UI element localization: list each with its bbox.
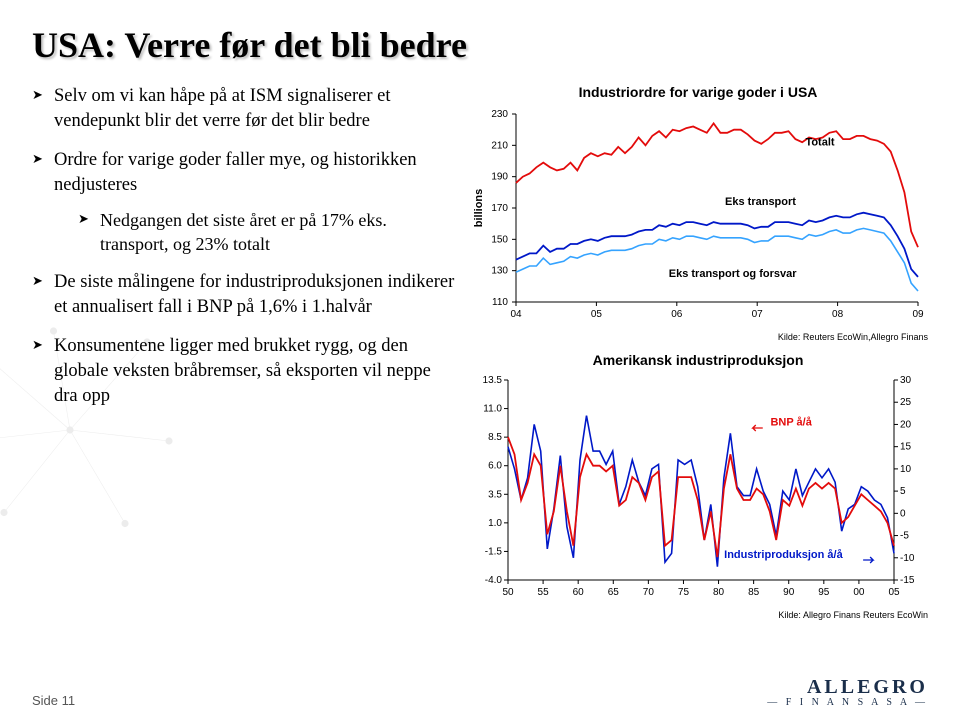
footer: Side 11 ALLEGRO — F I N A N S A S A —	[32, 676, 928, 708]
svg-text:230: 230	[491, 109, 508, 120]
chart1-source: Kilde: Reuters EcoWin,Allegro Finans	[468, 332, 928, 342]
svg-text:10: 10	[900, 464, 912, 475]
svg-text:80: 80	[713, 587, 725, 598]
svg-text:13.5: 13.5	[483, 375, 503, 386]
svg-text:30: 30	[900, 375, 912, 386]
page-number: Side 11	[32, 693, 75, 708]
svg-text:60: 60	[573, 587, 585, 598]
svg-text:110: 110	[492, 297, 508, 308]
svg-text:8.5: 8.5	[488, 432, 502, 443]
svg-text:65: 65	[608, 587, 620, 598]
bullet-item: Konsumentene ligger med brukket rygg, og…	[32, 334, 458, 409]
page-title: USA: Verre før det bli bedre	[32, 24, 928, 66]
svg-text:Eks transport: Eks transport	[725, 196, 796, 208]
svg-text:150: 150	[491, 234, 508, 245]
slide: USA: Verre før det bli bedre Selv om vi …	[0, 0, 960, 720]
svg-text:-5: -5	[900, 531, 909, 542]
logo-sub: — F I N A N S A S A —	[767, 697, 928, 708]
svg-text:-4.0: -4.0	[485, 575, 503, 586]
logo-main: ALLEGRO	[767, 676, 928, 699]
svg-text:09: 09	[912, 309, 924, 320]
svg-text:90: 90	[783, 587, 795, 598]
svg-text:190: 190	[491, 172, 508, 183]
logo: ALLEGRO — F I N A N S A S A —	[767, 676, 928, 708]
svg-text:Eks transport og forsvar: Eks transport og forsvar	[669, 268, 797, 280]
svg-text:Totalt: Totalt	[805, 136, 834, 148]
svg-text:05: 05	[591, 309, 603, 320]
svg-text:130: 130	[491, 266, 508, 277]
svg-text:70: 70	[643, 587, 655, 598]
svg-text:1.0: 1.0	[488, 518, 502, 529]
svg-text:6.0: 6.0	[488, 461, 502, 472]
charts-column: Industriordre for varige goder i USA 110…	[468, 84, 928, 620]
svg-text:0: 0	[900, 508, 906, 519]
bullet-item: Selv om vi kan håpe på at ISM signaliser…	[32, 84, 458, 134]
bullet-item: Ordre for varige goder faller mye, og hi…	[32, 148, 458, 257]
svg-text:billions: billions	[473, 189, 485, 228]
chart1: 110 130 150 170 190 210 230 04 05 06 07 08 09 billion…	[468, 106, 928, 326]
svg-text:15: 15	[900, 442, 912, 453]
svg-text:75: 75	[678, 587, 690, 598]
bullet-text: Ordre for varige goder faller mye, og hi…	[54, 150, 417, 195]
svg-text:-15: -15	[900, 575, 915, 586]
svg-text:5: 5	[900, 486, 906, 497]
svg-text:07: 07	[752, 309, 764, 320]
svg-text:04: 04	[510, 309, 522, 320]
svg-text:00: 00	[853, 587, 865, 598]
bullet-list: Selv om vi kan håpe på at ISM signaliser…	[32, 84, 458, 409]
chart2-source: Kilde: Allegro Finans Reuters EcoWin	[468, 610, 928, 620]
sub-bullet-item: Nedgangen det siste året er på 17% eks. …	[78, 208, 458, 257]
chart1-title: Industriordre for varige goder i USA	[468, 84, 928, 100]
svg-text:95: 95	[818, 587, 830, 598]
svg-text:08: 08	[832, 309, 844, 320]
svg-text:50: 50	[502, 587, 514, 598]
chart2: -4.0-1.51.03.56.08.511.013.5-15-10-50510…	[468, 374, 928, 604]
svg-text:-1.5: -1.5	[485, 546, 503, 557]
svg-text:3.5: 3.5	[488, 489, 502, 500]
svg-text:55: 55	[538, 587, 550, 598]
svg-text:BNP å/å: BNP å/å	[770, 417, 812, 429]
svg-text:210: 210	[491, 140, 508, 151]
bullet-item: De siste målingene for industriproduksjo…	[32, 270, 458, 320]
content-columns: Selv om vi kan håpe på at ISM signaliser…	[32, 84, 928, 620]
svg-text:25: 25	[900, 397, 912, 408]
svg-text:85: 85	[748, 587, 760, 598]
sub-bullet-list: Nedgangen det siste året er på 17% eks. …	[54, 208, 458, 257]
svg-text:05: 05	[888, 587, 900, 598]
svg-text:11.0: 11.0	[483, 404, 502, 415]
svg-text:Industriproduksjon å/å: Industriproduksjon å/å	[724, 549, 843, 561]
svg-text:20: 20	[900, 419, 912, 430]
text-column: Selv om vi kan håpe på at ISM signaliser…	[32, 84, 458, 620]
svg-text:06: 06	[671, 309, 683, 320]
svg-text:170: 170	[491, 203, 508, 214]
svg-text:-10: -10	[900, 553, 915, 564]
chart2-title: Amerikansk industriproduksjon	[468, 352, 928, 368]
